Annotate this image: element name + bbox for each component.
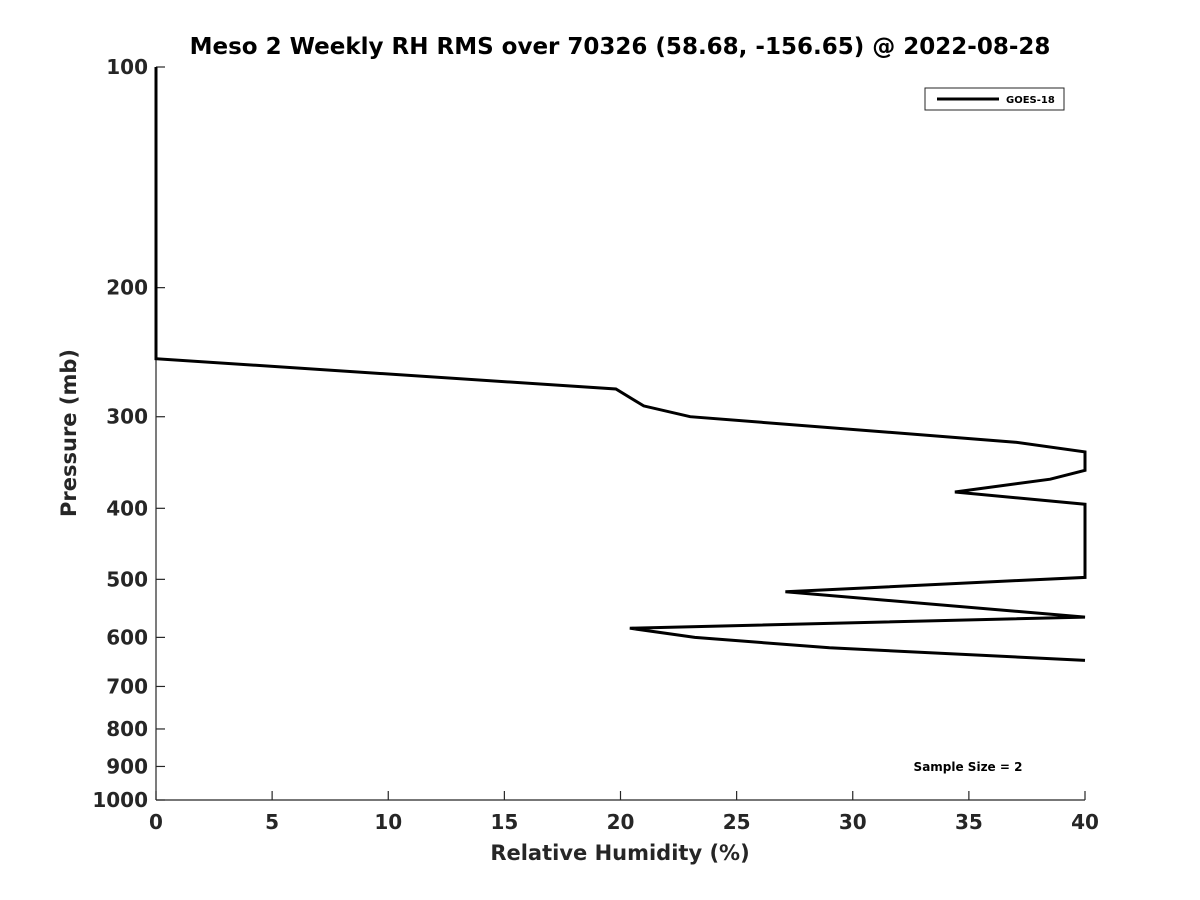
x-axis-ticks: 0 5 10 15 20 25 30 35 40 bbox=[149, 791, 1099, 834]
y-axis-label: Pressure (mb) bbox=[57, 349, 81, 517]
x-axis-label: Relative Humidity (%) bbox=[490, 841, 749, 865]
y-tick-label: 500 bbox=[106, 567, 148, 591]
sample-size-annotation: Sample Size = 2 bbox=[914, 760, 1023, 774]
y-tick-label: 600 bbox=[106, 625, 148, 649]
x-tick-label: 40 bbox=[1071, 810, 1099, 834]
x-tick-label: 15 bbox=[490, 810, 518, 834]
x-tick-label: 10 bbox=[374, 810, 402, 834]
x-tick-label: 35 bbox=[955, 810, 983, 834]
y-tick-label: 400 bbox=[106, 496, 148, 520]
plot-area: 0 5 10 15 20 25 30 35 40 100 200 300 400 500 600 700 80… bbox=[92, 55, 1099, 834]
x-tick-label: 20 bbox=[607, 810, 635, 834]
y-axis-ticks: 100 200 300 400 500 600 700 800 900 1000 bbox=[92, 55, 165, 812]
legend-entry-goes-18: GOES-18 bbox=[1006, 95, 1055, 106]
y-tick-label: 800 bbox=[106, 717, 148, 741]
y-tick-label: 300 bbox=[106, 405, 148, 429]
series-layer bbox=[154, 67, 1087, 662]
y-tick-label: 900 bbox=[106, 754, 148, 778]
y-tick-label: 700 bbox=[106, 674, 148, 698]
y-tick-label: 100 bbox=[106, 55, 148, 79]
x-tick-label: 30 bbox=[839, 810, 867, 834]
x-tick-label: 5 bbox=[265, 810, 279, 834]
x-tick-label: 25 bbox=[723, 810, 751, 834]
y-tick-label: 200 bbox=[106, 276, 148, 300]
legend: GOES-18 bbox=[924, 87, 1065, 111]
chart-title: Meso 2 Weekly RH RMS over 70326 (58.68, … bbox=[190, 34, 1051, 60]
x-tick-label: 0 bbox=[149, 810, 163, 834]
y-tick-label: 1000 bbox=[92, 788, 148, 812]
series-line-goes-18 bbox=[154, 67, 1087, 662]
